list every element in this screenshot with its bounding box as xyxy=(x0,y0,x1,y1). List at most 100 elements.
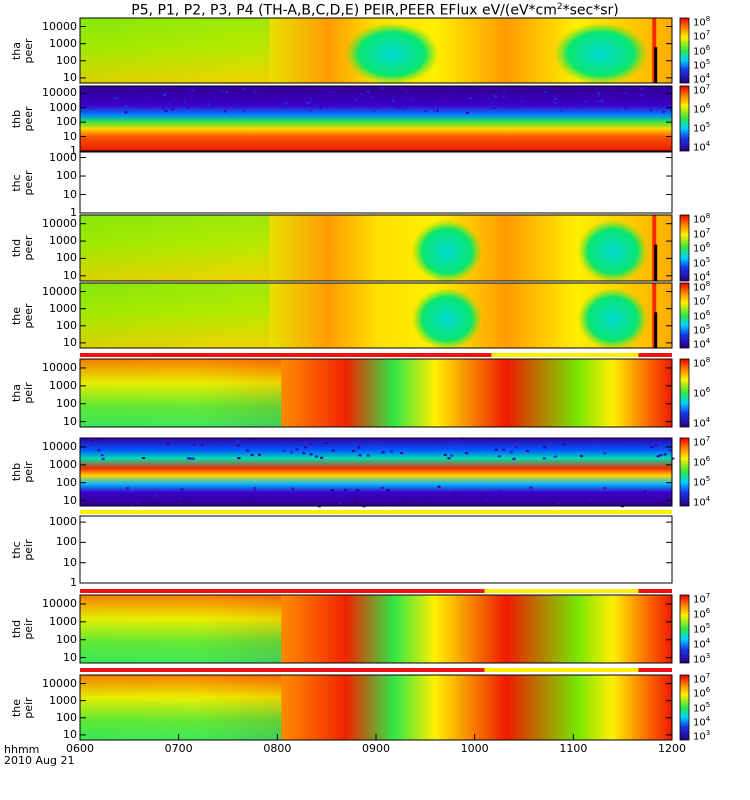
heat-noise xyxy=(668,450,671,452)
heat-noise xyxy=(186,106,189,108)
ylabel-instrument: peer xyxy=(23,21,35,81)
heat-blob xyxy=(577,288,648,350)
heat-noise xyxy=(603,452,606,454)
colorbar-tick: 108 xyxy=(693,15,710,28)
ytick-label: 10000 xyxy=(37,597,77,610)
heat-noise xyxy=(375,441,378,443)
colorbar-tick: 107 xyxy=(693,672,710,685)
cbar-exponent: 5 xyxy=(706,475,710,483)
heat-noise xyxy=(529,487,532,489)
cbar-exponent: 3 xyxy=(706,729,710,737)
heat-noise xyxy=(356,489,359,491)
heat-noise xyxy=(640,88,643,90)
heat-noise xyxy=(597,92,600,94)
heat-noise xyxy=(265,498,268,500)
heat-noise xyxy=(500,101,503,103)
heat-noise xyxy=(659,495,662,497)
heat-noise xyxy=(320,457,323,459)
ylabel-instrument: peer xyxy=(23,153,35,213)
cbar-exponent: 6 xyxy=(706,455,710,463)
cbar-exponent: 7 xyxy=(706,435,710,443)
cbar-base: 10 xyxy=(693,418,706,429)
colorbar-tick: 106 xyxy=(693,607,710,620)
heat-noise xyxy=(387,489,390,491)
ytick-label: 1000 xyxy=(37,615,77,628)
cbar-exponent: 5 xyxy=(706,323,710,331)
heat-noise xyxy=(452,102,455,104)
heat-noise xyxy=(136,502,139,504)
heat-noise xyxy=(187,457,190,459)
xtick-label: 0800 xyxy=(263,742,291,755)
cbar-base: 10 xyxy=(693,703,706,714)
heat-noise xyxy=(650,446,653,448)
heat-noise xyxy=(367,455,370,457)
heat-noise xyxy=(644,491,647,493)
cbar-base: 10 xyxy=(693,311,706,322)
cbar-base: 10 xyxy=(693,674,706,685)
heat-noise xyxy=(309,109,312,111)
heat-noise xyxy=(314,105,317,107)
cbar-exponent: 6 xyxy=(706,386,710,394)
panel-ylabel: the peir xyxy=(11,678,35,738)
mode-segment xyxy=(485,668,639,672)
cbar-base: 10 xyxy=(693,325,706,336)
heat-noise xyxy=(128,498,131,500)
heat-noise xyxy=(338,502,341,504)
cbar-exponent: 3 xyxy=(706,652,710,660)
heat-noise xyxy=(347,95,350,97)
heat-noise xyxy=(124,111,127,113)
panel-peer-b xyxy=(80,86,689,151)
panel-peir-b xyxy=(80,438,689,507)
heat-noise xyxy=(192,458,195,460)
xtick-label: 1200 xyxy=(658,742,686,755)
heat-noise xyxy=(98,438,101,440)
panel-peer-d xyxy=(80,215,689,283)
heat-noise xyxy=(178,498,181,500)
colorbar-tick: 104 xyxy=(693,637,710,650)
heat-noise xyxy=(283,450,286,452)
cbar-exponent: 4 xyxy=(706,72,710,80)
cbar-exponent: 6 xyxy=(706,309,710,317)
heat-noise xyxy=(237,444,240,446)
heat-noise xyxy=(450,455,453,457)
heat-noise xyxy=(224,110,227,112)
mode-segment xyxy=(491,353,638,357)
heat-noise xyxy=(596,439,599,441)
cbar-base: 10 xyxy=(693,243,706,254)
heat-noise xyxy=(543,457,546,459)
colorbar xyxy=(680,595,689,663)
heat-blob xyxy=(345,23,440,85)
colorbar-tick: 107 xyxy=(693,83,710,96)
cbar-base: 10 xyxy=(693,457,706,468)
colorbar-tick: 106 xyxy=(693,386,710,399)
heat-noise xyxy=(189,92,192,94)
heat-noise xyxy=(167,492,170,494)
colorbar xyxy=(680,18,689,83)
ylabel-instrument: peir xyxy=(23,599,35,659)
heat-noise xyxy=(455,438,458,440)
ytick-label: 100 xyxy=(37,711,77,724)
heat-noise xyxy=(438,486,441,488)
heat-low xyxy=(80,18,269,83)
heat-noise xyxy=(360,93,363,95)
mode-segment xyxy=(80,668,485,672)
heat-noise xyxy=(242,101,245,103)
colorbar-tick: 104 xyxy=(693,416,710,429)
ytick-label: 10000 xyxy=(37,677,77,690)
ytick-label: 10000 xyxy=(37,285,77,298)
heat-noise xyxy=(180,488,183,490)
heat-noise xyxy=(284,102,287,104)
heat-noise xyxy=(411,99,414,101)
colorbar-tick: 108 xyxy=(693,212,710,225)
cbar-exponent: 7 xyxy=(706,83,710,91)
cbar-exponent: 4 xyxy=(706,416,710,424)
heat-noise xyxy=(596,493,599,495)
heat-noise xyxy=(295,502,298,504)
colorbar xyxy=(680,215,689,281)
heat-noise xyxy=(662,111,665,113)
heat-noise xyxy=(640,502,643,504)
cbar-base: 10 xyxy=(693,85,706,96)
mode-segment xyxy=(638,668,672,672)
heat-noise xyxy=(451,499,454,501)
panel-peer-a xyxy=(80,18,689,85)
